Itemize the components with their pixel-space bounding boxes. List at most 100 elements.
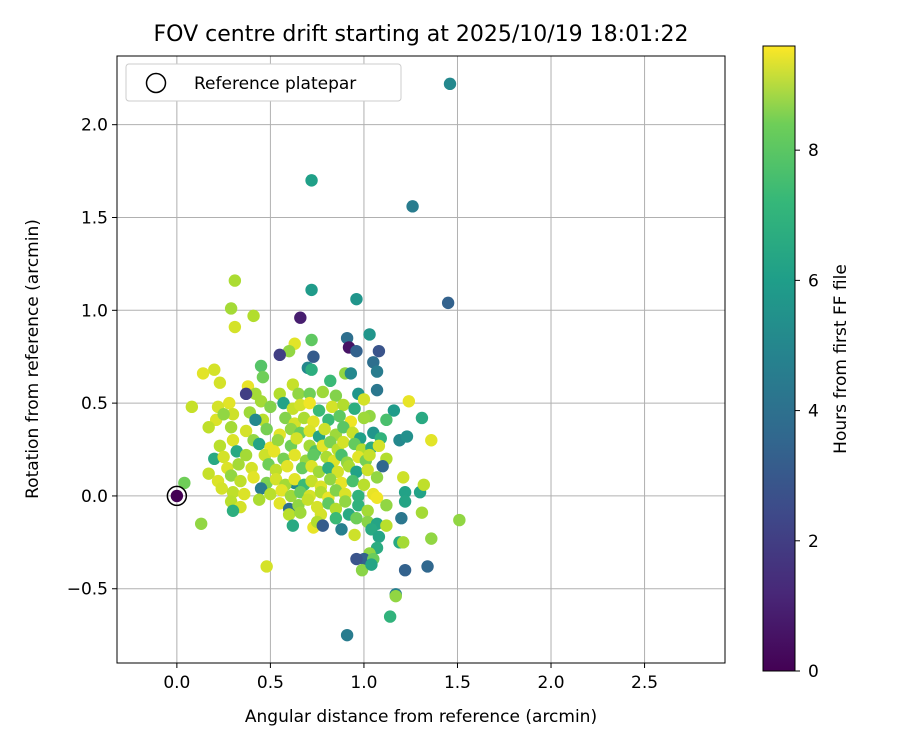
data-point [372, 530, 386, 543]
data-point [286, 519, 300, 532]
y-tick-label: 2.0 [81, 116, 108, 136]
data-point [273, 348, 286, 362]
data-point [372, 439, 386, 453]
data-point [282, 344, 296, 358]
data-point [305, 333, 318, 347]
legend: Reference platepar [125, 63, 402, 102]
colorbar-tick-label: 0 [808, 662, 819, 682]
data-point [329, 484, 343, 497]
y-tick-label: 0.5 [81, 394, 108, 414]
data-point [340, 628, 354, 642]
data-point [224, 495, 238, 508]
data-point [267, 445, 281, 458]
x-tick-label: 1.0 [350, 673, 377, 693]
colorbar-ticks: 0 2 4 6 8 [795, 141, 819, 682]
y-axis-ticks: −0.5 0.0 0.5 1.0 1.5 2.0 [67, 116, 117, 600]
data-point [372, 344, 386, 358]
data-point [355, 563, 369, 577]
colorbar-tick-label: 6 [808, 271, 819, 291]
data-point [329, 502, 343, 516]
data-point [335, 523, 348, 536]
data-point [264, 400, 277, 414]
colorbar-tick-label: 2 [808, 532, 819, 552]
data-point [269, 473, 283, 486]
x-tick-label: 1.5 [444, 673, 471, 693]
data-point [421, 560, 434, 573]
data-point [329, 512, 343, 525]
data-point [344, 367, 358, 380]
colorbar: 0 2 4 6 8 Hours from first FF file [762, 45, 851, 682]
scatter-points [166, 77, 466, 642]
data-point [415, 411, 429, 425]
data-point [239, 424, 253, 438]
legend-entry-reference: Reference platepar [194, 74, 356, 94]
data-point [348, 402, 361, 415]
data-point [232, 458, 245, 471]
data-point [279, 411, 292, 425]
legend-box [125, 63, 402, 102]
data-point [380, 413, 393, 427]
y-tick-label: 1.5 [81, 208, 108, 228]
data-point [254, 359, 268, 373]
y-tick-label: −0.5 [67, 580, 108, 600]
data-point [284, 489, 298, 503]
data-point [290, 432, 303, 445]
y-axis-label: Rotation from reference (arcmin) [23, 219, 43, 499]
data-point [294, 398, 307, 412]
data-point [208, 452, 221, 466]
data-point [324, 374, 337, 388]
data-point [307, 415, 320, 428]
data-point [277, 396, 290, 410]
data-point [234, 474, 247, 488]
data-point [223, 396, 236, 410]
data-point [288, 473, 301, 486]
data-point [226, 408, 240, 421]
data-point [252, 437, 266, 451]
data-point [194, 517, 208, 530]
x-tick-label: 2.0 [537, 673, 564, 693]
data-point [363, 448, 376, 462]
data-point [329, 389, 343, 402]
x-axis-label: Angular distance from reference (arcmin) [245, 707, 597, 727]
data-point [425, 434, 438, 447]
data-point [230, 445, 243, 458]
data-point [226, 434, 240, 447]
data-point [333, 409, 346, 423]
data-point [395, 512, 408, 525]
data-point [380, 519, 393, 532]
data-point [350, 465, 363, 479]
data-point [383, 610, 397, 623]
data-point [294, 506, 307, 519]
data-point [397, 536, 410, 549]
data-point [312, 404, 326, 417]
data-point [245, 461, 258, 475]
colorbar-gradient [762, 45, 796, 672]
data-point [239, 387, 253, 401]
data-point [238, 487, 251, 501]
data-point [294, 311, 307, 324]
data-point [217, 450, 230, 464]
data-point [239, 448, 253, 462]
data-point [226, 504, 240, 517]
colorbar-tick-label: 8 [808, 141, 819, 161]
data-point [281, 460, 294, 473]
data-point [322, 413, 335, 427]
data-point [303, 424, 316, 438]
data-point [370, 471, 384, 484]
colorbar-tick-label: 4 [808, 402, 819, 422]
data-point [269, 463, 283, 477]
data-point [228, 320, 242, 334]
data-point [380, 499, 393, 512]
data-point [397, 471, 410, 484]
data-point [398, 486, 412, 499]
data-point [350, 292, 363, 306]
data-point [254, 395, 268, 408]
data-point [370, 491, 384, 504]
x-tick-label: 0.5 [257, 673, 284, 693]
chart-title: FOV centre drift starting at 2025/10/19 … [154, 22, 689, 47]
x-axis-ticks: 0.0 0.5 1.0 1.5 2.0 2.5 [163, 663, 658, 693]
colorbar-label: Hours from first FF file [831, 264, 851, 454]
data-point [292, 387, 305, 401]
data-point [398, 495, 412, 508]
